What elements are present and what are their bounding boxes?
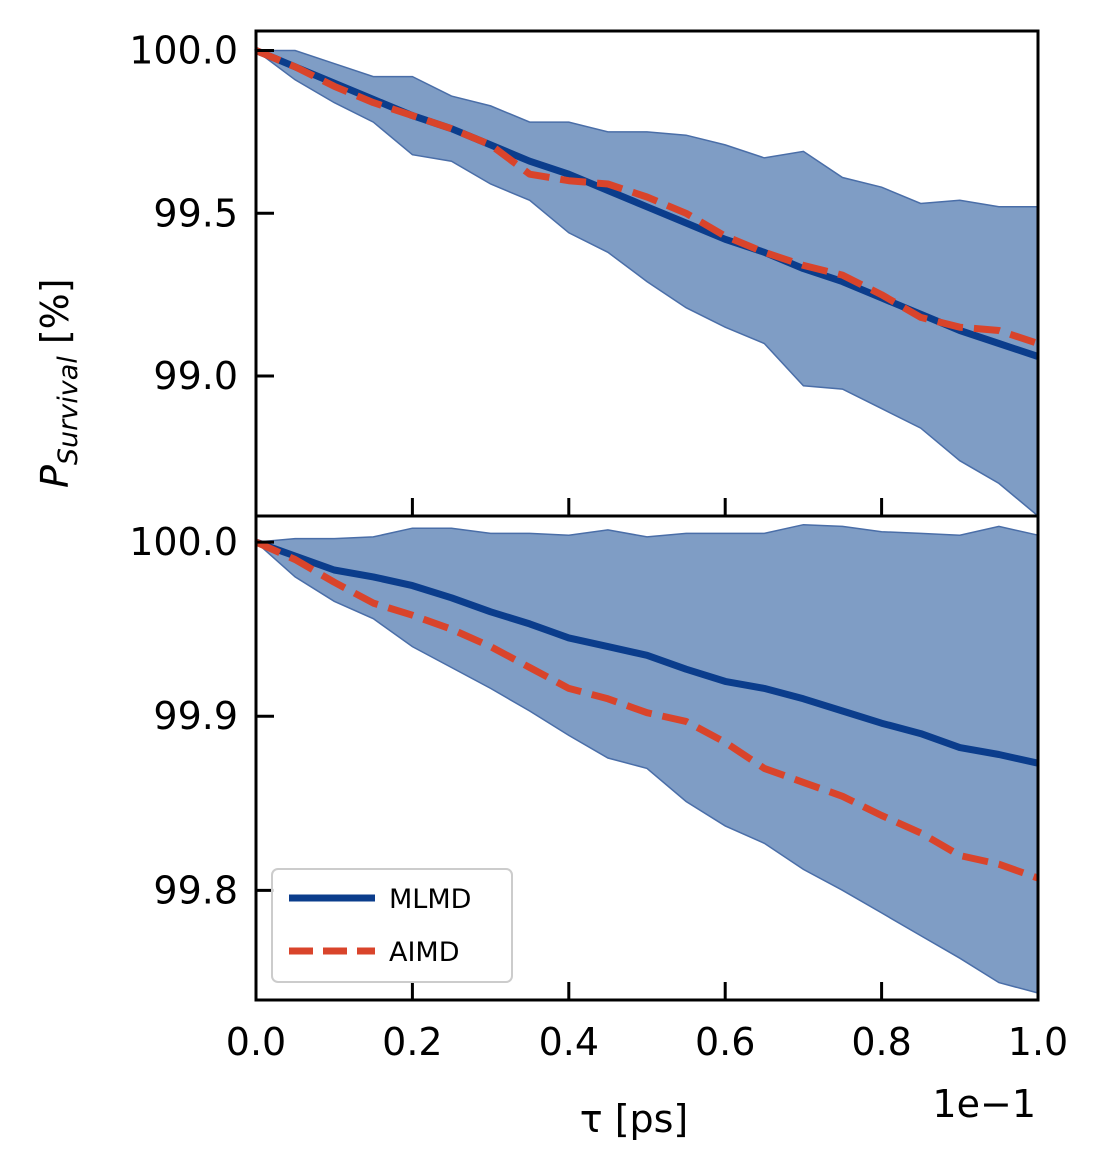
x-axis-offset-label: 1e−1 bbox=[932, 1082, 1036, 1126]
bottom-y-tick-label: 99.9 bbox=[153, 694, 238, 738]
top-panel: 100.0 99.5 99.0 bbox=[129, 29, 1040, 518]
bottom-x-tick-label: 0.4 bbox=[539, 1020, 599, 1064]
bottom-x-tick-label: 0.6 bbox=[695, 1020, 755, 1064]
bottom-y-tick-label: 99.8 bbox=[153, 868, 238, 912]
top-ticks: 100.0 99.5 99.0 bbox=[129, 29, 1040, 516]
y-axis-label-unit: [%] bbox=[33, 278, 77, 356]
bottom-x-tick-label: 0.0 bbox=[226, 1020, 286, 1064]
x-axis-label: τ [ps] bbox=[580, 1097, 689, 1141]
y-axis-label-subscript: Survival bbox=[53, 356, 84, 465]
legend: MLMD AIMD bbox=[271, 868, 513, 983]
bottom-panel: 0.0 0.2 0.4 0.6 0.8 1.0 100.0 99.9 99.8 bbox=[129, 514, 1068, 1064]
top-uncertainty-band bbox=[253, 49, 1039, 518]
bottom-aimd-line bbox=[254, 538, 1040, 882]
y-axis-label-symbol: P bbox=[33, 465, 77, 488]
legend-aimd-label: AIMD bbox=[389, 937, 460, 968]
y-axis-label: PSurvival [%] bbox=[33, 278, 84, 488]
bottom-x-tick-label: 0.2 bbox=[382, 1020, 442, 1064]
bottom-mlmd-line bbox=[254, 538, 1039, 767]
top-y-tick-label: 100.0 bbox=[129, 29, 238, 73]
bottom-plot-frame bbox=[254, 514, 1040, 1002]
bottom-y-tick-label: 100.0 bbox=[129, 520, 238, 564]
bottom-x-tick-label: 1.0 bbox=[1008, 1020, 1068, 1064]
legend-mlmd-label: MLMD bbox=[389, 884, 471, 915]
top-y-tick-label: 99.0 bbox=[153, 354, 238, 398]
bottom-ticks: 0.0 0.2 0.4 0.6 0.8 1.0 100.0 99.9 99.8 bbox=[129, 520, 1068, 1064]
bottom-x-tick-label: 0.8 bbox=[851, 1020, 911, 1064]
top-y-tick-label: 99.5 bbox=[153, 191, 238, 235]
top-aimd-line bbox=[254, 47, 1040, 347]
